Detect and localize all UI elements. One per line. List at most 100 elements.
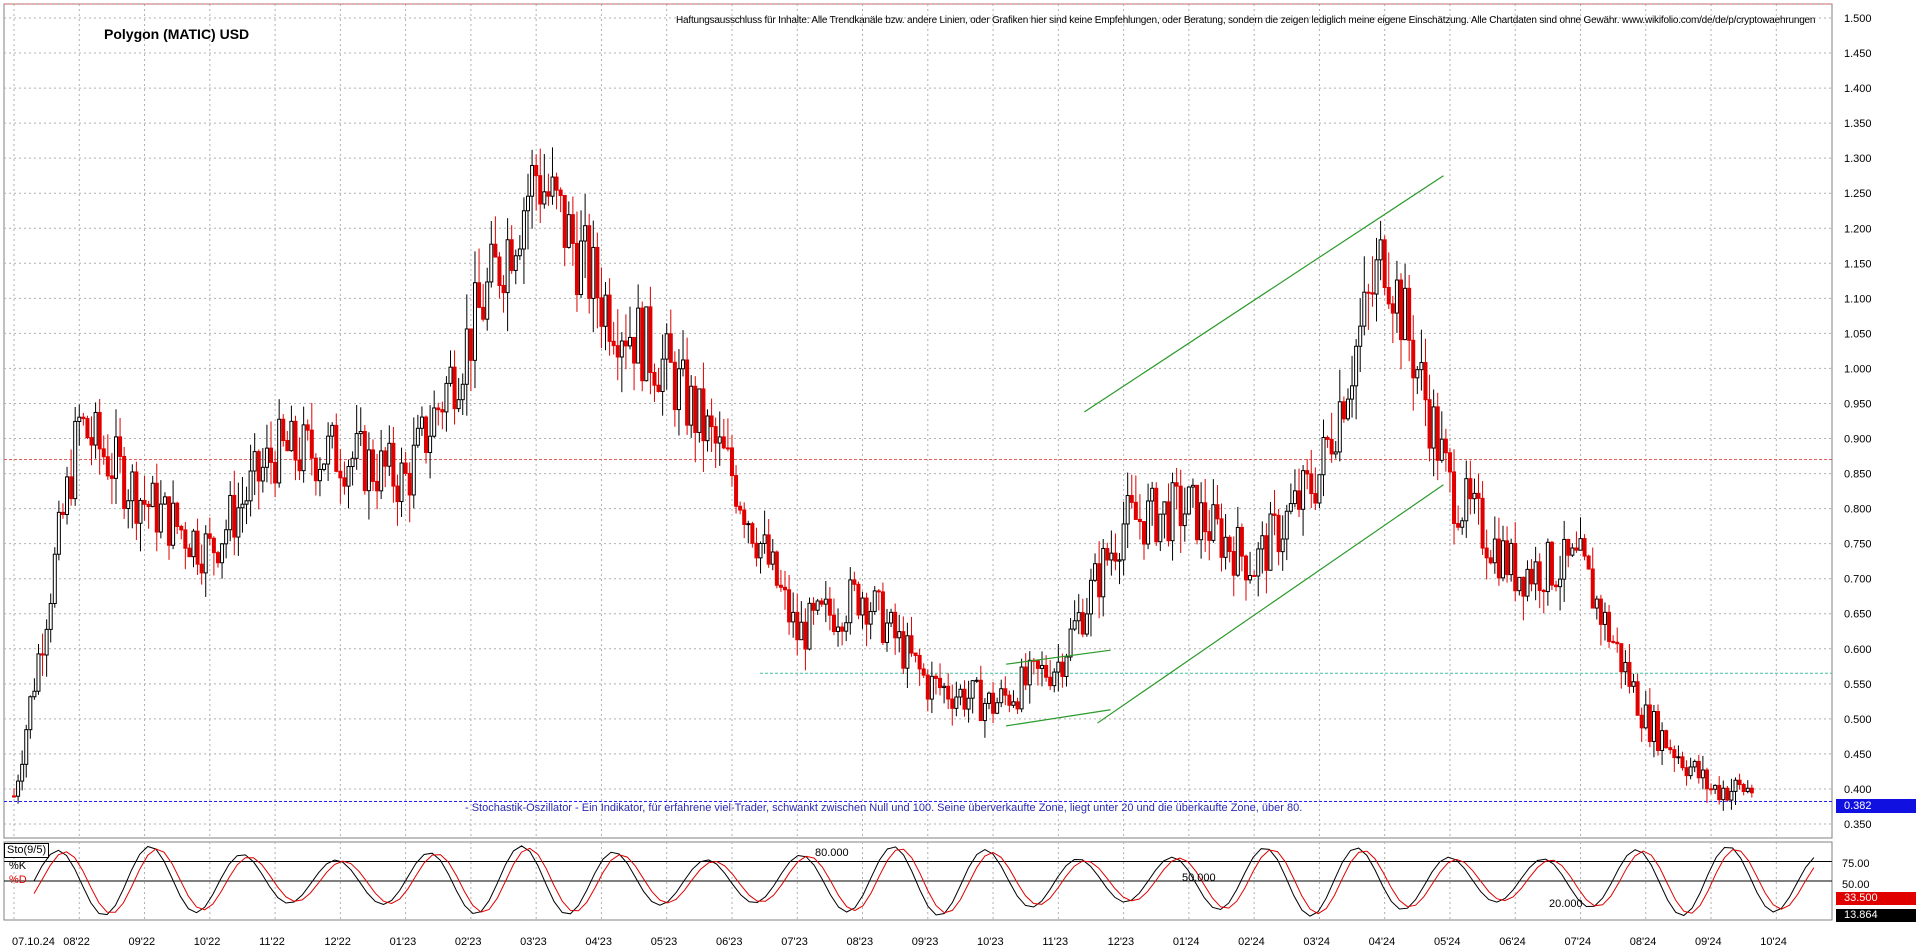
candle-body [122,455,127,509]
candle-body [1623,661,1628,673]
osc-annotation-50: 50.000 [1182,872,1216,884]
candle-body [627,336,632,347]
candle-body [1647,704,1652,742]
candle-body [309,429,314,459]
candle-body [1060,661,1065,678]
candle-body [636,307,641,364]
candle-body [1496,538,1501,579]
candle-body [615,345,620,358]
candle-body [289,420,294,452]
candle-body [831,614,836,632]
candle-body [52,553,57,605]
candle-body [1423,362,1428,401]
candle-body [729,447,734,477]
candle-body [1035,660,1040,669]
candle-body [105,456,110,477]
candle-body [778,584,783,588]
x-tick-label: 03'24 [1303,936,1330,948]
candle-body [269,447,274,463]
candle-body [717,436,722,444]
trend-line [1006,649,1111,665]
candle-body [293,420,298,461]
candle-body [93,411,98,446]
candle-body [570,214,575,244]
candle-body [1456,523,1461,528]
candle-body [848,579,853,624]
candle-body [526,195,531,212]
candle-body [758,542,763,559]
candle-body [211,537,216,554]
candle-body [566,214,571,248]
candle-body [705,415,710,442]
oscillator-note: - Stochastik-Oszillator - Ein Indikator,… [465,802,1303,814]
candle-body [872,590,877,612]
candle-body [273,461,278,484]
candle-body [721,436,726,449]
candle-body [1084,613,1089,635]
candle-body [746,523,751,526]
candle-body [599,297,604,327]
candle-body [346,465,351,487]
x-tick-label: 07'23 [781,936,808,948]
x-tick-label: 09'24 [1695,936,1722,948]
candle-body [709,415,714,428]
candle-body [583,225,588,242]
candle-body [260,466,265,482]
candle-body [232,494,237,538]
candle-body [962,688,967,710]
candle-body [1374,259,1379,295]
candle-body [236,507,241,538]
candle-body [407,472,412,496]
candle-body [517,248,522,257]
candle-body [1431,406,1436,449]
candle-body [1407,287,1412,341]
candle-body [73,420,78,500]
candle-body [807,602,812,650]
candle-body [1468,478,1473,500]
candle-body [1301,470,1306,510]
candle-body [322,463,327,470]
candle-body [844,622,849,632]
candle-body [330,424,335,437]
candle-body [770,551,775,565]
candle-body [20,763,25,782]
candle-body [1341,401,1346,420]
candle-body [1297,490,1302,510]
x-tick-label: 02'24 [1238,936,1265,948]
y-tick-label: 0.350 [1844,819,1872,831]
candle-body [1700,769,1705,779]
oscillator-name[interactable]: Sto(9/5) [4,843,50,858]
candle-body [991,692,996,714]
candle-body [1500,540,1505,579]
candle-body [1582,538,1587,557]
candle-body [56,511,61,555]
candle-body [1064,656,1069,678]
candle-body [313,457,318,482]
x-tick-label: 08'23 [847,936,874,948]
candle-body [440,409,445,413]
candle-body [342,477,347,487]
candle-body [1101,548,1106,598]
candle-body [370,449,375,482]
candle-body [338,470,343,479]
osc-k-line [33,845,1815,917]
candle-body [1170,482,1175,542]
candle-body [138,499,143,524]
candle-body [97,411,102,450]
candle-body [1492,538,1497,564]
candle-body [1325,437,1330,440]
candle-body [444,382,449,413]
candle-body [485,281,490,320]
candle-body [893,611,898,639]
y-tick-label: 1.000 [1844,363,1872,375]
candle-body [1545,541,1550,593]
x-tick-label: 10'24 [1760,936,1787,948]
candle-body [840,626,845,632]
y-tick-label: 1.450 [1844,48,1872,60]
candle-body [876,590,881,593]
candle-body [815,600,820,611]
candle-body [1068,628,1073,658]
candle-body [285,440,290,452]
candle-body [1195,484,1200,541]
candle-body [632,336,637,364]
